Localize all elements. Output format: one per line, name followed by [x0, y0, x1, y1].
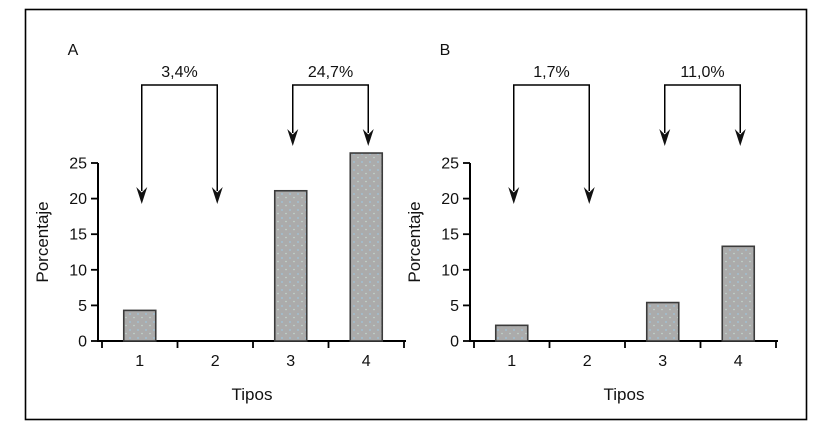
y-axis-label: Porcentaje	[33, 201, 52, 282]
arrowhead-down-icon	[211, 187, 223, 204]
x-tick-label: 1	[507, 353, 516, 370]
y-tick-label: 15	[69, 227, 87, 244]
annotation-bracket	[664, 84, 741, 133]
x-tick-label: 4	[362, 353, 371, 370]
x-tick-label: 2	[211, 353, 220, 370]
x-tick-label: 3	[658, 353, 667, 370]
x-tick-label: 4	[734, 353, 743, 370]
arrowhead-down-icon	[734, 129, 746, 146]
arrowhead-down-icon	[287, 129, 299, 146]
panel-letter-a: A	[68, 42, 79, 59]
y-tick-label: 10	[441, 262, 459, 279]
annotation-b-1: 11,0%	[659, 64, 746, 146]
arrowhead-down-icon	[362, 129, 374, 146]
arrowhead-down-icon	[508, 187, 520, 204]
annotation-bracket	[141, 84, 218, 191]
annotation-bracket	[513, 84, 590, 191]
y-tick-label: 5	[450, 298, 459, 315]
y-tick-label: 15	[441, 227, 459, 244]
annotation-a-0: 3,4%	[136, 64, 223, 204]
x-tick-label: 3	[286, 353, 295, 370]
y-axis-label: Porcentaje	[405, 201, 424, 282]
arrowhead-down-icon	[659, 129, 671, 146]
panel-b: B 0 5 10 15 20 25 1 2 3 4 Porcentaje Tipos 1,7% 11,0%	[405, 42, 778, 404]
bar-category-4	[721, 245, 756, 342]
annotation-bracket	[292, 84, 369, 133]
annotation-label: 1,7%	[533, 64, 569, 81]
y-tick-label: 20	[441, 191, 459, 208]
y-tick-label: 25	[441, 156, 459, 173]
annotation-label: 24,7%	[308, 64, 353, 81]
x-axis-label: Tipos	[232, 385, 273, 404]
y-tick-label: 0	[450, 334, 459, 351]
y-tick-label: 0	[78, 334, 87, 351]
arrowhead-down-icon	[583, 187, 595, 204]
bar-category-1	[122, 309, 157, 342]
annotation-a-1: 24,7%	[287, 64, 374, 146]
figure-frame	[24, 8, 808, 421]
bar-category-3	[645, 301, 680, 342]
y-tick-label: 10	[69, 262, 87, 279]
annotation-b-0: 1,7%	[508, 64, 595, 204]
y-tick-label: 20	[69, 191, 87, 208]
bar-category-4	[349, 152, 384, 342]
y-tick-label: 25	[69, 156, 87, 173]
panel-letter-b: B	[440, 42, 451, 59]
y-tick-label: 5	[78, 298, 87, 315]
annotation-label: 11,0%	[680, 64, 724, 81]
annotation-label: 3,4%	[161, 64, 197, 81]
x-axis-label: Tipos	[604, 385, 645, 404]
arrowhead-down-icon	[136, 187, 148, 204]
bar-category-3	[273, 189, 308, 342]
bar-category-1	[494, 324, 529, 342]
panel-a: A 0 5 10 15 20 25 1 2 3 4 Porcentaje Tipos 3,4% 24,7%	[33, 42, 406, 404]
x-tick-label: 2	[583, 353, 592, 370]
x-tick-label: 1	[135, 353, 144, 370]
